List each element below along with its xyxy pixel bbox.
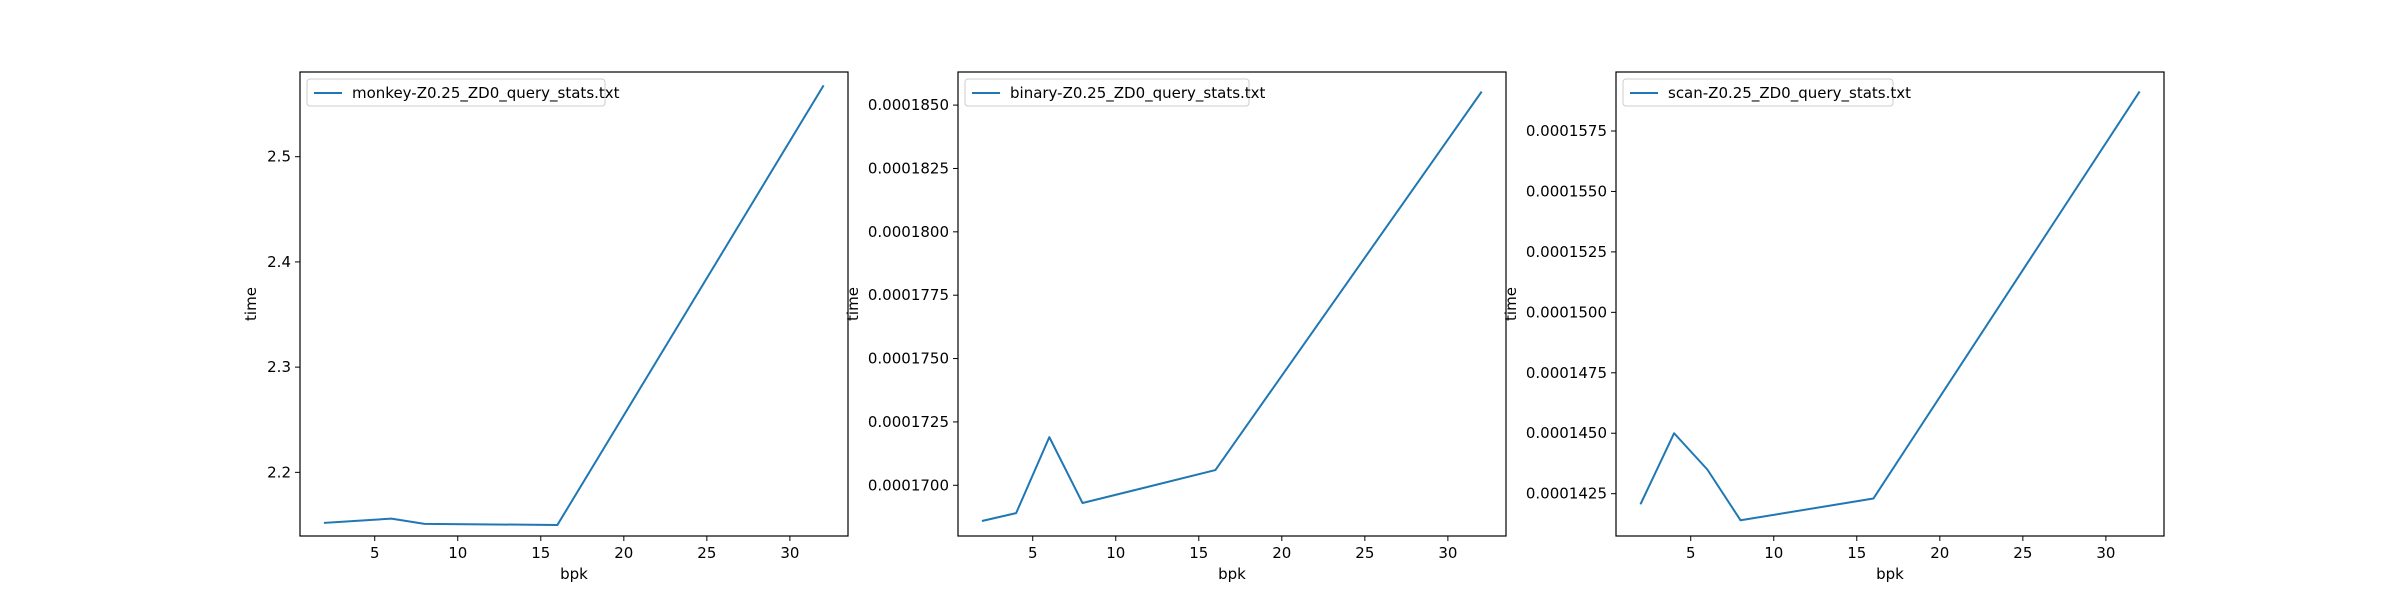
y-tick-label: 0.0001450 [1526,424,1607,442]
x-tick-label: 20 [1930,544,1949,562]
x-tick-label: 25 [1355,544,1374,562]
plot-frame [1615,71,2165,537]
chart-panel-2: 5 10 15 20 25 30 0.0001700 0.0001725 0.0001750 0.… [844,71,1507,583]
y-tick-label: 2.4 [267,253,291,271]
y-axis-label: time [1502,287,1520,321]
y-axis-label: time [242,287,260,321]
x-tick-label: 10 [448,544,467,562]
x-tick-label: 10 [1764,544,1783,562]
legend-box [1622,78,1894,107]
series-line [1639,90,2141,522]
legend-label: monkey-Z0.25_ZD0_query_stats.txt [352,84,620,103]
y-tick-label: 2.2 [267,463,291,481]
x-tick-label: 15 [1189,544,1208,562]
x-tick-label: 5 [1028,544,1038,562]
x-tick-label: 30 [2096,544,2115,562]
x-axis-label: bpk [1876,565,1904,583]
x-axis-label: bpk [560,565,588,583]
legend-label: binary-Z0.25_ZD0_query_stats.txt [1010,84,1266,103]
legend: scan-Z0.25_ZD0_query_stats.txt [1622,78,1911,107]
x-tick-label: 5 [1686,544,1696,562]
y-tick-label: 0.0001475 [1526,364,1607,382]
legend: monkey-Z0.25_ZD0_query_stats.txt [306,78,620,107]
legend-label: scan-Z0.25_ZD0_query_stats.txt [1668,84,1911,103]
x-tick-label: 20 [1272,544,1291,562]
x-tick-label: 25 [697,544,716,562]
series-line [981,91,1483,522]
legend-box [306,78,606,107]
y-tick-label: 0.0001850 [868,96,949,114]
x-tick-label: 15 [1847,544,1866,562]
plot-frame [299,71,849,537]
y-tick-label: 0.0001525 [1526,243,1607,261]
y-tick-label: 0.0001750 [868,350,949,368]
y-tick-label: 0.0001700 [868,476,949,494]
x-tick-label: 10 [1106,544,1125,562]
x-axis-label: bpk [1218,565,1246,583]
y-tick-label: 0.0001800 [868,223,949,241]
y-tick-label: 0.0001425 [1526,485,1607,503]
x-tick-label: 20 [614,544,633,562]
y-tick-label: 0.0001500 [1526,303,1607,321]
y-tick-label: 0.0001575 [1526,122,1607,140]
y-tick-label: 0.0001775 [868,286,949,304]
x-tick-label: 25 [2013,544,2032,562]
x-tick-label: 5 [370,544,380,562]
legend: binary-Z0.25_ZD0_query_stats.txt [964,78,1266,107]
x-tick-label: 30 [1438,544,1457,562]
chart-panel-3: 5 10 15 20 25 30 0.0001425 0.0001450 0.0001475 0.… [1502,71,2165,583]
y-tick-label: 2.5 [267,148,291,166]
y-tick-label: 2.3 [267,358,291,376]
series-line [323,84,825,526]
x-tick-label: 30 [780,544,799,562]
y-axis-label: time [844,287,862,321]
plot-frame [957,71,1507,537]
x-tick-label: 15 [531,544,550,562]
y-tick-label: 0.0001725 [868,413,949,431]
legend-box [964,78,1250,107]
chart-panel-1: 5 10 15 20 25 30 2.2 2.3 2.4 2.5 bpk time monkey-Z0.… [242,71,849,583]
y-tick-label: 0.0001825 [868,159,949,177]
y-tick-label: 0.0001550 [1526,182,1607,200]
